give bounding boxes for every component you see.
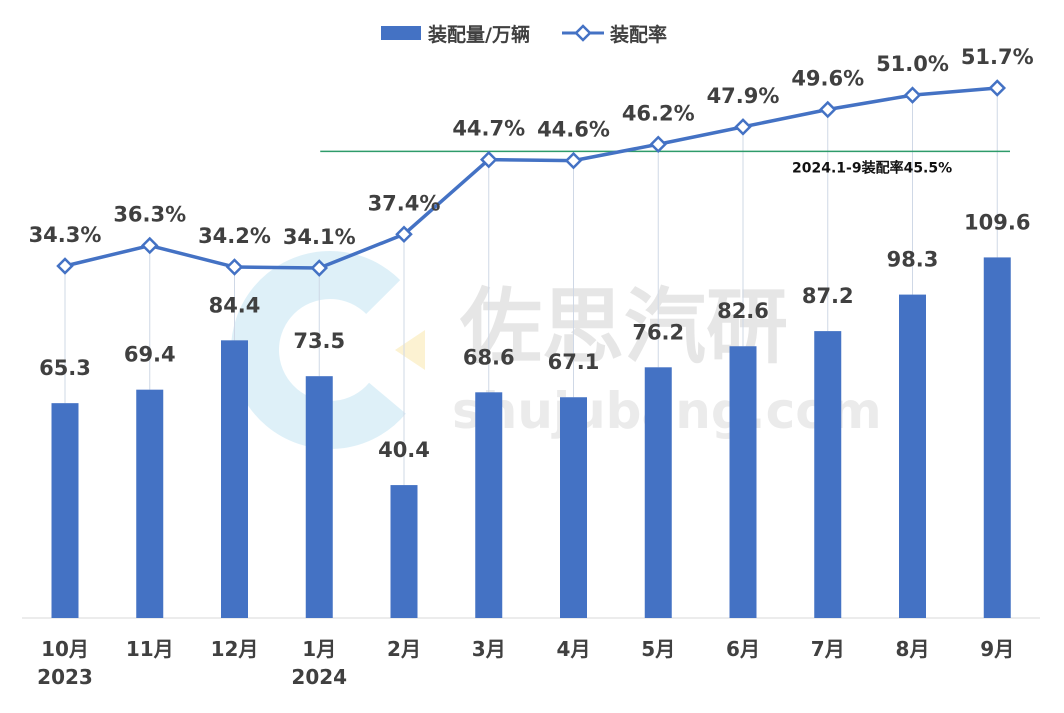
x-tick-label: 1月 bbox=[302, 637, 336, 661]
rate-value-label: 37.4% bbox=[368, 191, 441, 215]
rate-marker-diamond bbox=[140, 236, 159, 255]
x-tick-label: 9月 bbox=[980, 637, 1014, 661]
rate-marker-diamond bbox=[479, 150, 498, 169]
x-tick-year-label: 2023 bbox=[37, 665, 93, 689]
legend-bar-label: 装配量/万辆 bbox=[427, 23, 530, 46]
x-tick-label: 12月 bbox=[211, 637, 259, 661]
x-tick-label: 6月 bbox=[726, 637, 760, 661]
x-tick-year-label: 2024 bbox=[291, 665, 347, 689]
rate-value-label: 49.6% bbox=[791, 66, 864, 90]
rate-marker-diamond bbox=[56, 257, 74, 275]
bar bbox=[390, 485, 418, 618]
bar bbox=[899, 294, 926, 618]
bar-value-label: 87.2 bbox=[802, 284, 854, 308]
bar-value-label: 98.3 bbox=[887, 248, 939, 272]
rate-marker-diamond bbox=[649, 135, 668, 154]
bar bbox=[475, 392, 503, 618]
rate-value-label: 51.7% bbox=[961, 45, 1034, 69]
rate-marker-diamond bbox=[818, 100, 837, 119]
reference-line-label: 2024.1-9装配率45.5% bbox=[792, 159, 952, 176]
rate-marker-diamond bbox=[734, 118, 752, 136]
legend-diamond-icon bbox=[574, 24, 592, 42]
rate-marker-diamond bbox=[310, 259, 329, 277]
rate-value-label: 34.2% bbox=[198, 224, 271, 248]
x-tick-label: 8月 bbox=[896, 637, 930, 661]
bar bbox=[305, 376, 333, 618]
rate-marker-diamond bbox=[395, 225, 413, 244]
bar-value-label: 109.6 bbox=[964, 210, 1030, 234]
rate-marker-diamond bbox=[988, 79, 1007, 97]
bar bbox=[51, 403, 79, 618]
rate-value-label: 44.6% bbox=[537, 118, 610, 142]
rate-value-label: 34.1% bbox=[283, 225, 356, 249]
rate-value-label: 51.0% bbox=[876, 52, 949, 76]
bar-value-label: 82.6 bbox=[717, 299, 769, 323]
x-tick-label: 4月 bbox=[557, 637, 591, 661]
legend-bar-swatch bbox=[381, 26, 421, 40]
bar bbox=[221, 340, 248, 618]
rate-marker-diamond bbox=[903, 86, 922, 104]
rate-marker-diamond bbox=[225, 258, 244, 276]
bar-value-label: 84.4 bbox=[209, 293, 261, 317]
watermark-logo bbox=[231, 251, 429, 449]
bar bbox=[644, 367, 672, 618]
rate-line bbox=[64, 86, 998, 270]
bar bbox=[983, 257, 1011, 618]
bar-value-label: 68.6 bbox=[463, 345, 515, 369]
bar bbox=[560, 397, 587, 618]
rate-value-label: 47.9% bbox=[707, 84, 780, 108]
rate-value-label: 36.3% bbox=[113, 203, 186, 227]
x-tick-label: 7月 bbox=[811, 637, 845, 661]
rate-value-label: 34.3% bbox=[29, 223, 102, 247]
bar-value-label: 67.1 bbox=[548, 350, 600, 374]
rate-value-label: 44.7% bbox=[452, 117, 525, 141]
bar-value-label: 73.5 bbox=[293, 329, 345, 353]
x-tick-label: 5月 bbox=[641, 637, 675, 661]
bar bbox=[136, 389, 164, 618]
legend-line-label: 装配率 bbox=[609, 23, 667, 46]
bar-value-label: 40.4 bbox=[378, 438, 430, 462]
x-tick-label: 11月 bbox=[126, 637, 174, 661]
bar-value-label: 76.2 bbox=[632, 320, 684, 344]
watermark-logo-accent bbox=[395, 330, 425, 370]
x-tick-label: 2月 bbox=[387, 637, 421, 661]
bar-value-label: 69.4 bbox=[124, 343, 176, 367]
rate-marker-diamond bbox=[564, 151, 583, 170]
legend: 装配量/万辆 装配率 bbox=[381, 23, 667, 46]
bar bbox=[814, 331, 842, 618]
x-tick-label: 10月 bbox=[41, 637, 89, 661]
bar-value-label: 65.3 bbox=[39, 356, 91, 380]
x-tick-label: 3月 bbox=[472, 637, 506, 661]
bar bbox=[729, 346, 757, 618]
rate-value-label: 46.2% bbox=[622, 101, 695, 125]
